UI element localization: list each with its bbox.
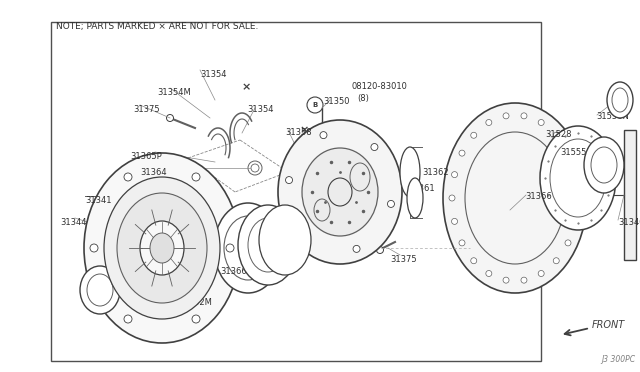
Text: 31358: 31358 <box>285 128 312 137</box>
Circle shape <box>471 258 477 264</box>
Circle shape <box>503 277 509 283</box>
Ellipse shape <box>238 205 298 285</box>
Text: FRONT: FRONT <box>592 320 625 330</box>
Bar <box>624 130 636 260</box>
Circle shape <box>553 258 559 264</box>
Text: 31361: 31361 <box>408 184 435 193</box>
Text: 31362M: 31362M <box>178 298 212 307</box>
Circle shape <box>486 270 492 276</box>
Circle shape <box>565 150 571 156</box>
Circle shape <box>452 171 458 177</box>
Text: 31366: 31366 <box>525 192 552 201</box>
Text: 31556N: 31556N <box>596 112 629 121</box>
Circle shape <box>387 201 394 208</box>
Circle shape <box>124 315 132 323</box>
Circle shape <box>459 240 465 246</box>
Circle shape <box>538 119 544 125</box>
Text: 31375: 31375 <box>390 255 417 264</box>
Text: 31358: 31358 <box>254 238 280 247</box>
Ellipse shape <box>607 82 633 118</box>
Circle shape <box>459 150 465 156</box>
Text: (8): (8) <box>357 94 369 103</box>
Ellipse shape <box>259 205 311 275</box>
Circle shape <box>376 247 383 253</box>
Text: 31365P: 31365P <box>130 152 162 161</box>
Circle shape <box>166 115 173 122</box>
Ellipse shape <box>117 193 207 303</box>
Ellipse shape <box>214 203 282 293</box>
Circle shape <box>371 144 378 151</box>
Circle shape <box>285 177 292 183</box>
Circle shape <box>124 173 132 181</box>
Text: 31362: 31362 <box>422 168 449 177</box>
Circle shape <box>471 132 477 138</box>
Bar <box>51 22 541 361</box>
Text: 31366M: 31366M <box>220 267 254 276</box>
Ellipse shape <box>584 137 624 193</box>
Circle shape <box>353 246 360 252</box>
Text: 31354: 31354 <box>200 70 227 79</box>
Circle shape <box>503 113 509 119</box>
Ellipse shape <box>400 147 420 197</box>
Ellipse shape <box>104 177 220 319</box>
Text: 31375: 31375 <box>133 105 159 114</box>
Text: 31356: 31356 <box>240 252 267 261</box>
Circle shape <box>90 244 98 252</box>
Text: NOTE; PARTS MARKED × ARE NOT FOR SALE.: NOTE; PARTS MARKED × ARE NOT FOR SALE. <box>56 22 259 31</box>
Ellipse shape <box>84 153 240 343</box>
Circle shape <box>572 218 579 224</box>
Text: 31350: 31350 <box>323 97 349 106</box>
Text: ×: × <box>300 125 308 135</box>
Text: J3 300PC: J3 300PC <box>601 355 635 364</box>
Text: 31528: 31528 <box>545 130 572 139</box>
Ellipse shape <box>80 266 120 314</box>
Circle shape <box>575 195 581 201</box>
Ellipse shape <box>278 120 402 264</box>
Text: 31354M: 31354M <box>157 88 191 97</box>
Ellipse shape <box>140 221 184 275</box>
Circle shape <box>192 173 200 181</box>
Ellipse shape <box>150 233 174 263</box>
Text: B: B <box>312 102 317 108</box>
Circle shape <box>521 113 527 119</box>
Ellipse shape <box>302 148 378 236</box>
Text: 08120-83010: 08120-83010 <box>351 82 407 91</box>
Circle shape <box>302 234 309 240</box>
Circle shape <box>538 270 544 276</box>
Ellipse shape <box>540 126 616 230</box>
Circle shape <box>553 132 559 138</box>
Circle shape <box>565 240 571 246</box>
Circle shape <box>248 161 262 175</box>
Circle shape <box>452 218 458 224</box>
Text: ×: × <box>241 82 251 92</box>
Circle shape <box>521 277 527 283</box>
Circle shape <box>226 244 234 252</box>
Text: 31364: 31364 <box>140 168 166 177</box>
Text: 31341: 31341 <box>85 196 111 205</box>
Circle shape <box>486 119 492 125</box>
Circle shape <box>307 97 323 113</box>
Circle shape <box>449 195 455 201</box>
Text: 31340: 31340 <box>618 218 640 227</box>
Circle shape <box>572 171 579 177</box>
Text: 31555N: 31555N <box>560 148 593 157</box>
Text: 31354: 31354 <box>247 105 273 114</box>
Text: 31344: 31344 <box>60 218 86 227</box>
Circle shape <box>192 315 200 323</box>
Ellipse shape <box>443 103 587 293</box>
Circle shape <box>320 132 327 139</box>
Ellipse shape <box>407 178 423 218</box>
